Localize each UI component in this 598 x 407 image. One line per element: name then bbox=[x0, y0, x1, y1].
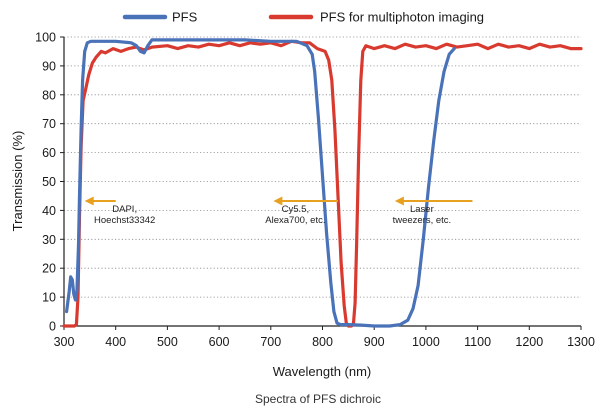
y-tick-label: 60 bbox=[42, 146, 56, 160]
annotation-label: Cy5.5, bbox=[282, 204, 309, 215]
y-tick-label: 0 bbox=[49, 320, 56, 334]
annotation-label: Alexa700, etc. bbox=[265, 215, 325, 226]
legend-label: PFS for multiphoton imaging bbox=[320, 10, 484, 25]
x-tick-label: 500 bbox=[157, 335, 178, 349]
annotation-label: Laser bbox=[410, 204, 434, 215]
y-tick-label: 70 bbox=[42, 117, 56, 131]
data-series bbox=[62, 38, 583, 328]
x-tick-label: 1100 bbox=[464, 335, 491, 349]
x-tick-label: 1200 bbox=[515, 335, 543, 349]
tick-labels: 0 10 20 30 40 50 60 70 80 90 100 300 400 500 600 700 800… bbox=[35, 31, 595, 350]
annotation-label: Hoechst33342 bbox=[94, 215, 155, 226]
y-tick-label: 10 bbox=[42, 291, 56, 305]
annotation-arrow-head bbox=[273, 196, 283, 206]
x-tick-label: 800 bbox=[312, 335, 333, 349]
x-tick-label: 900 bbox=[364, 335, 385, 349]
x-tick-label: 600 bbox=[209, 335, 230, 349]
legend: PFS PFS for multiphoton imaging bbox=[122, 10, 484, 25]
x-tick-label: 400 bbox=[105, 335, 126, 349]
chart-caption: Spectra of PFS dichroic bbox=[255, 392, 381, 406]
x-tick-label: 300 bbox=[54, 335, 75, 349]
annotation-arrow-head bbox=[84, 196, 94, 206]
annotation-arrow-head bbox=[394, 196, 404, 206]
y-tick-label: 40 bbox=[42, 204, 56, 218]
x-tick-label: 700 bbox=[260, 335, 281, 349]
y-axis-title: Transmission (%) bbox=[10, 131, 25, 232]
axes bbox=[60, 36, 582, 330]
x-axis-title: Wavelength (nm) bbox=[273, 364, 372, 379]
x-tick-label: 1000 bbox=[412, 335, 440, 349]
annotation-label: tweezers, etc. bbox=[393, 215, 452, 226]
y-tick-label: 90 bbox=[42, 59, 56, 73]
annotation-label: DAPI, bbox=[112, 204, 137, 215]
y-tick-label: 20 bbox=[42, 262, 56, 276]
y-tick-label: 30 bbox=[42, 233, 56, 247]
y-tick-label: 80 bbox=[42, 88, 56, 102]
legend-label: PFS bbox=[172, 10, 198, 25]
annotations: DAPI,Hoechst33342 Cy5.5,Alexa700, etc. Las… bbox=[84, 196, 473, 226]
y-tick-label: 100 bbox=[35, 31, 56, 45]
series-line-pfs bbox=[65, 38, 456, 328]
series-line-pfs-multiphoton bbox=[62, 39, 583, 328]
x-tick-label: 1300 bbox=[567, 335, 595, 349]
y-tick-label: 50 bbox=[42, 175, 56, 189]
